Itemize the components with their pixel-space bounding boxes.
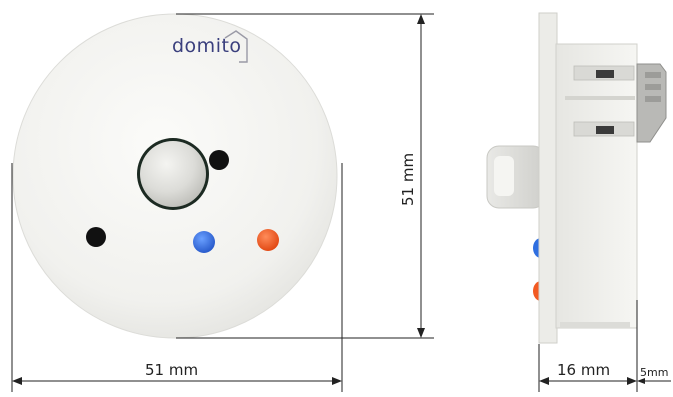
depth-label: 16 mm	[557, 361, 610, 379]
button-hole	[86, 227, 106, 247]
height-label: 51 mm	[399, 153, 417, 206]
front-view: domito	[13, 14, 337, 338]
side-body	[556, 44, 637, 328]
side-view	[487, 13, 666, 343]
width-label: 51 mm	[145, 361, 198, 379]
light-sensor-hole	[209, 150, 229, 170]
side-front-plate	[539, 13, 557, 343]
blue-led	[193, 231, 215, 253]
logo-text: domito	[172, 35, 242, 57]
extra-label: 5mm	[640, 366, 668, 379]
orange-led	[257, 229, 279, 251]
pir-dome	[140, 141, 206, 207]
side-extra-dimension: 5mm	[637, 366, 671, 384]
